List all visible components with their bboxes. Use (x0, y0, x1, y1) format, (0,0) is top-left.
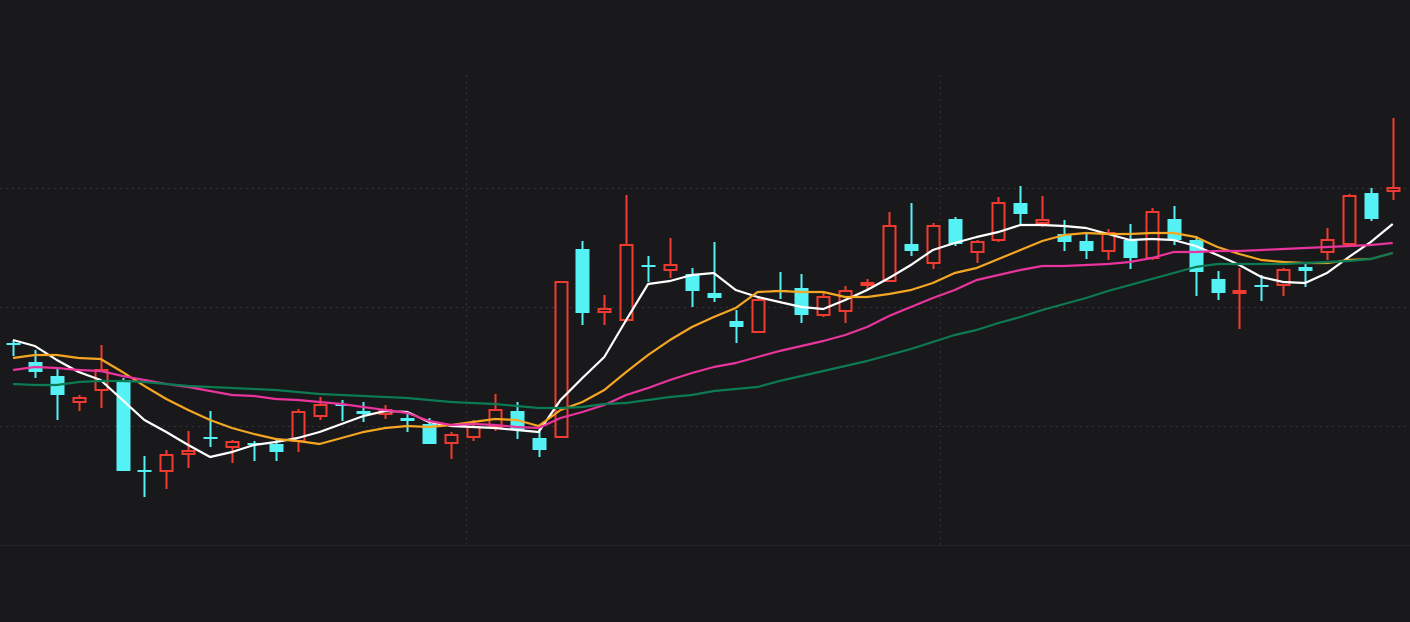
candle-body (597, 308, 612, 313)
candle-body (1232, 290, 1247, 294)
candle-body (685, 274, 700, 291)
candle-body (422, 424, 437, 444)
candle-body (181, 450, 196, 455)
candle-body (137, 470, 152, 472)
candle-body (116, 380, 131, 471)
candle-body (1035, 219, 1050, 224)
moving-average-line (12, 231, 1393, 446)
candle-body (1167, 219, 1182, 240)
candle-body (619, 244, 634, 321)
moving-average-line (12, 241, 1393, 430)
candle-body (1145, 211, 1160, 259)
candle-body (444, 434, 459, 444)
candle-body (269, 444, 284, 452)
candle-body (1079, 241, 1094, 251)
candle-body (1211, 279, 1226, 293)
candle-body (904, 244, 919, 251)
candle-body (663, 264, 678, 271)
candle-body (970, 241, 985, 253)
candle-body (203, 437, 218, 439)
candle-body (1342, 195, 1357, 245)
candle-body (6, 343, 21, 345)
candle-body (707, 293, 722, 298)
candle-body (466, 426, 481, 438)
candle-body (1386, 187, 1401, 192)
candle-body (882, 225, 897, 282)
moving-average-line (12, 223, 1394, 459)
candle-body (1057, 234, 1072, 242)
candle-body (1298, 267, 1313, 271)
candle-body (1364, 193, 1379, 219)
candle-body (575, 249, 590, 313)
candle-body (816, 296, 831, 316)
candle-body (356, 411, 371, 414)
candle-body (313, 404, 328, 417)
candle-body (991, 202, 1006, 241)
candle-body (860, 282, 875, 286)
moving-average-line (12, 251, 1393, 410)
candle-body (554, 281, 569, 438)
candle-body (532, 438, 547, 450)
candle-body (1013, 203, 1028, 214)
candle-body (641, 265, 656, 267)
candle-body (948, 219, 963, 244)
candle-body (751, 299, 766, 333)
candle-body (1123, 240, 1138, 258)
candle-body (72, 397, 87, 403)
candle-body (926, 225, 941, 264)
candle-body (1254, 285, 1269, 287)
candle-body (729, 321, 744, 327)
candle-body (159, 454, 174, 472)
candle-body (225, 441, 240, 448)
candle-body (400, 418, 415, 421)
